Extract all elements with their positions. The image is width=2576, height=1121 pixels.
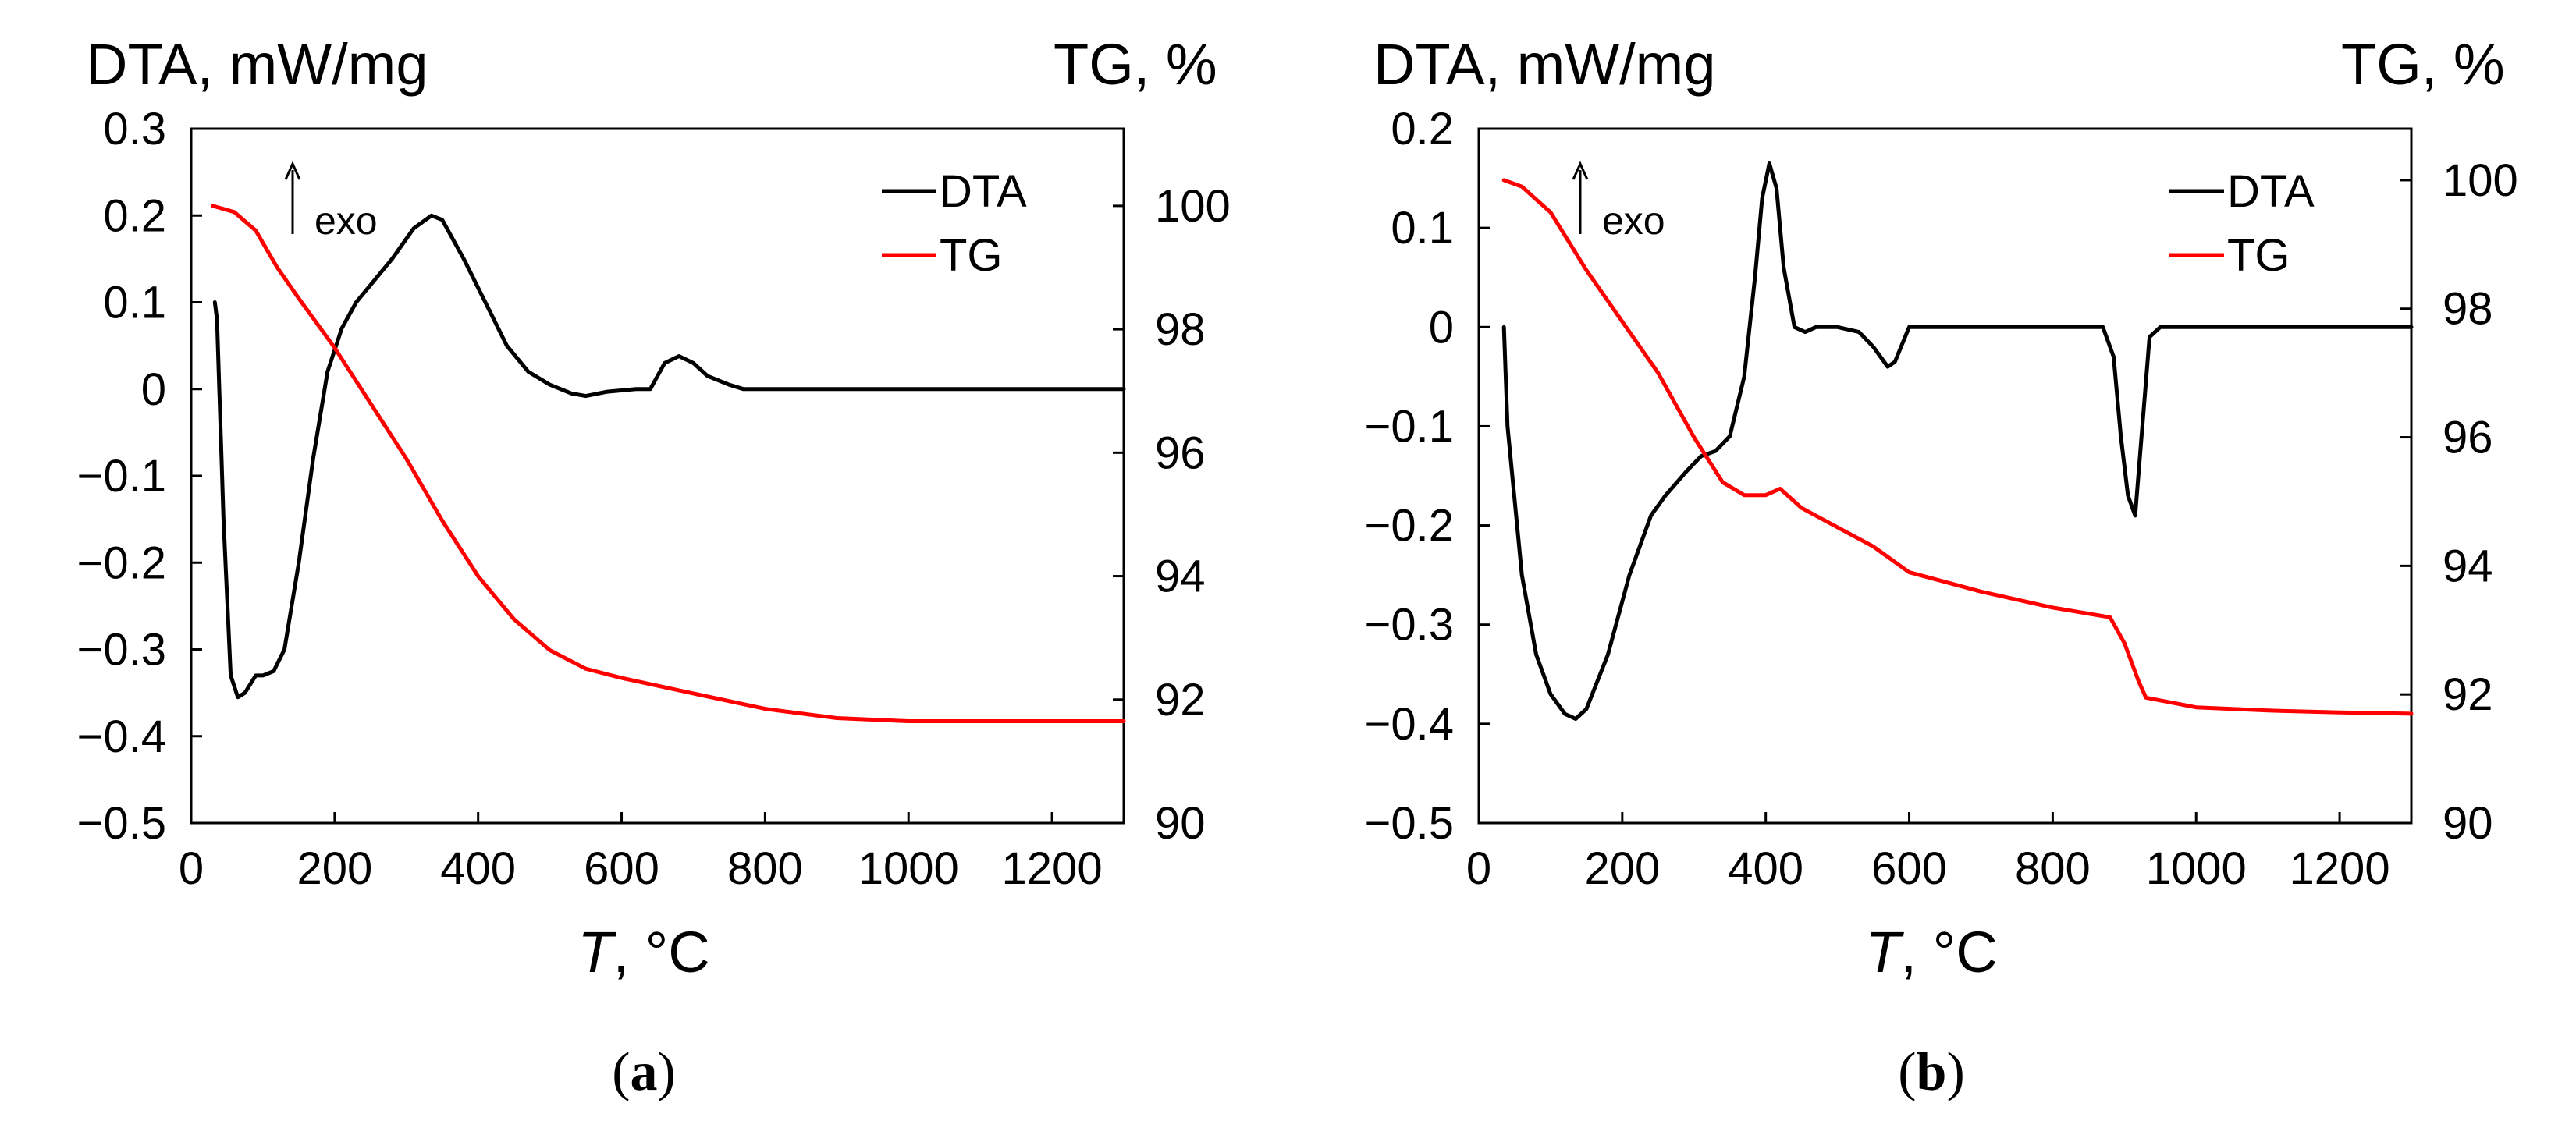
x-tick-label: 600 bbox=[584, 843, 659, 894]
series-line-dta bbox=[1501, 161, 2414, 721]
chart-panel-a: DTA, mW/mg TG, % 0 200 400 600 800 1000 1200 −0… bbox=[0, 32, 1288, 1102]
y-left-tick-label: −0.3 bbox=[1365, 600, 1455, 651]
exo-arrowhead-icon bbox=[284, 161, 301, 180]
y-right-tick-label: 92 bbox=[2443, 669, 2493, 720]
left-axis-title: DTA, mW/mg bbox=[86, 32, 428, 97]
x-axis-title: T, °C bbox=[0, 919, 1288, 985]
y-right-tick-label: 94 bbox=[1155, 552, 1206, 602]
panel-caption-letter: a bbox=[630, 1042, 658, 1102]
y-left-tick-label: −0.1 bbox=[77, 451, 167, 502]
y-left-tick-label: −0.4 bbox=[1365, 699, 1455, 750]
x-axis-unit: , °C bbox=[613, 920, 710, 984]
y-right-tick-label: 100 bbox=[2443, 155, 2518, 206]
left-axis-title: DTA, mW/mg bbox=[1373, 32, 1716, 97]
series-line-tg bbox=[1501, 178, 2414, 716]
series-line-dta bbox=[212, 213, 1126, 700]
y-left-tick-label: 0 bbox=[1429, 302, 1454, 353]
x-axis-title: T, °C bbox=[1288, 919, 2575, 985]
legend-label-tg: TG bbox=[940, 230, 1003, 281]
x-axis-symbol: T bbox=[1865, 920, 1901, 984]
x-tick-label: 1200 bbox=[2290, 843, 2390, 894]
x-tick-label: 200 bbox=[297, 843, 372, 894]
y-left-tick-label: 0.1 bbox=[103, 278, 166, 328]
exo-annotation: exo bbox=[1602, 199, 1665, 243]
y-left-tick-label: 0.2 bbox=[1391, 104, 1454, 154]
y-left-tick-label: −0.2 bbox=[77, 537, 167, 588]
y-right-tick-label: 98 bbox=[1155, 304, 1206, 355]
legend-label-tg: TG bbox=[2227, 230, 2290, 281]
chart-svg: 0 200 400 600 800 1000 1200−0.5−0.4−0.3−0.2−0.… bbox=[77, 104, 1231, 894]
panel-caption-letter: b bbox=[1916, 1042, 1947, 1102]
x-tick-label: 800 bbox=[727, 843, 803, 894]
plot-frame bbox=[1477, 127, 2413, 825]
x-tick-label: 1000 bbox=[2146, 843, 2247, 894]
legend-label-dta: DTA bbox=[940, 166, 1027, 217]
series-line-tg bbox=[211, 204, 1126, 723]
chart-svg: 0 200 400 600 800 1000 1200−0.5−0.4−0.3−0.2−0.… bbox=[1365, 104, 2518, 894]
y-left-tick-label: −0.4 bbox=[77, 711, 167, 762]
x-tick-label: 400 bbox=[1728, 843, 1803, 894]
panel-caption: (a) bbox=[612, 1042, 676, 1102]
x-axis-symbol: T bbox=[577, 920, 613, 984]
y-left-tick-label: −0.5 bbox=[1365, 798, 1455, 849]
x-tick-label: 0 bbox=[1466, 843, 1491, 894]
exo-arrowhead-icon bbox=[1572, 161, 1589, 180]
panel-caption: (b) bbox=[1898, 1042, 1965, 1102]
y-left-tick-label: −0.1 bbox=[1365, 401, 1455, 452]
y-right-tick-label: 90 bbox=[2443, 798, 2493, 849]
x-tick-label: 800 bbox=[2015, 843, 2091, 894]
y-right-tick-label: 98 bbox=[2443, 284, 2493, 335]
x-tick-label: 1000 bbox=[858, 843, 959, 894]
x-tick-label: 600 bbox=[1871, 843, 1947, 894]
chart-panel-b: DTA, mW/mg TG, % 0 200 400 600 800 1000 1200 −0… bbox=[1288, 0, 2575, 1121]
exo-annotation: exo bbox=[314, 199, 378, 243]
right-axis-title: TG, % bbox=[2341, 32, 2505, 97]
y-left-tick-label: 0.3 bbox=[103, 104, 166, 154]
y-right-tick-label: 92 bbox=[1155, 675, 1206, 725]
y-right-tick-label: 100 bbox=[1155, 181, 1231, 232]
legend-label-dta: DTA bbox=[2227, 166, 2315, 217]
y-left-tick-label: 0 bbox=[141, 364, 166, 415]
y-right-tick-label: 96 bbox=[1155, 427, 1206, 478]
x-axis-unit: , °C bbox=[1900, 920, 1998, 984]
x-tick-label: 200 bbox=[1584, 843, 1660, 894]
x-tick-label: 1200 bbox=[1002, 843, 1103, 894]
y-right-tick-label: 96 bbox=[2443, 413, 2493, 463]
y-right-tick-label: 90 bbox=[1155, 798, 1206, 849]
y-left-tick-label: 0.1 bbox=[1391, 203, 1454, 254]
y-right-tick-label: 94 bbox=[2443, 541, 2493, 591]
y-left-tick-label: 0.2 bbox=[103, 190, 166, 241]
y-left-tick-label: −0.3 bbox=[77, 625, 167, 676]
x-tick-label: 0 bbox=[179, 843, 204, 894]
y-left-tick-label: −0.2 bbox=[1365, 501, 1455, 552]
x-tick-label: 400 bbox=[440, 843, 516, 894]
right-axis-title: TG, % bbox=[1053, 32, 1217, 97]
y-left-tick-label: −0.5 bbox=[77, 798, 167, 849]
